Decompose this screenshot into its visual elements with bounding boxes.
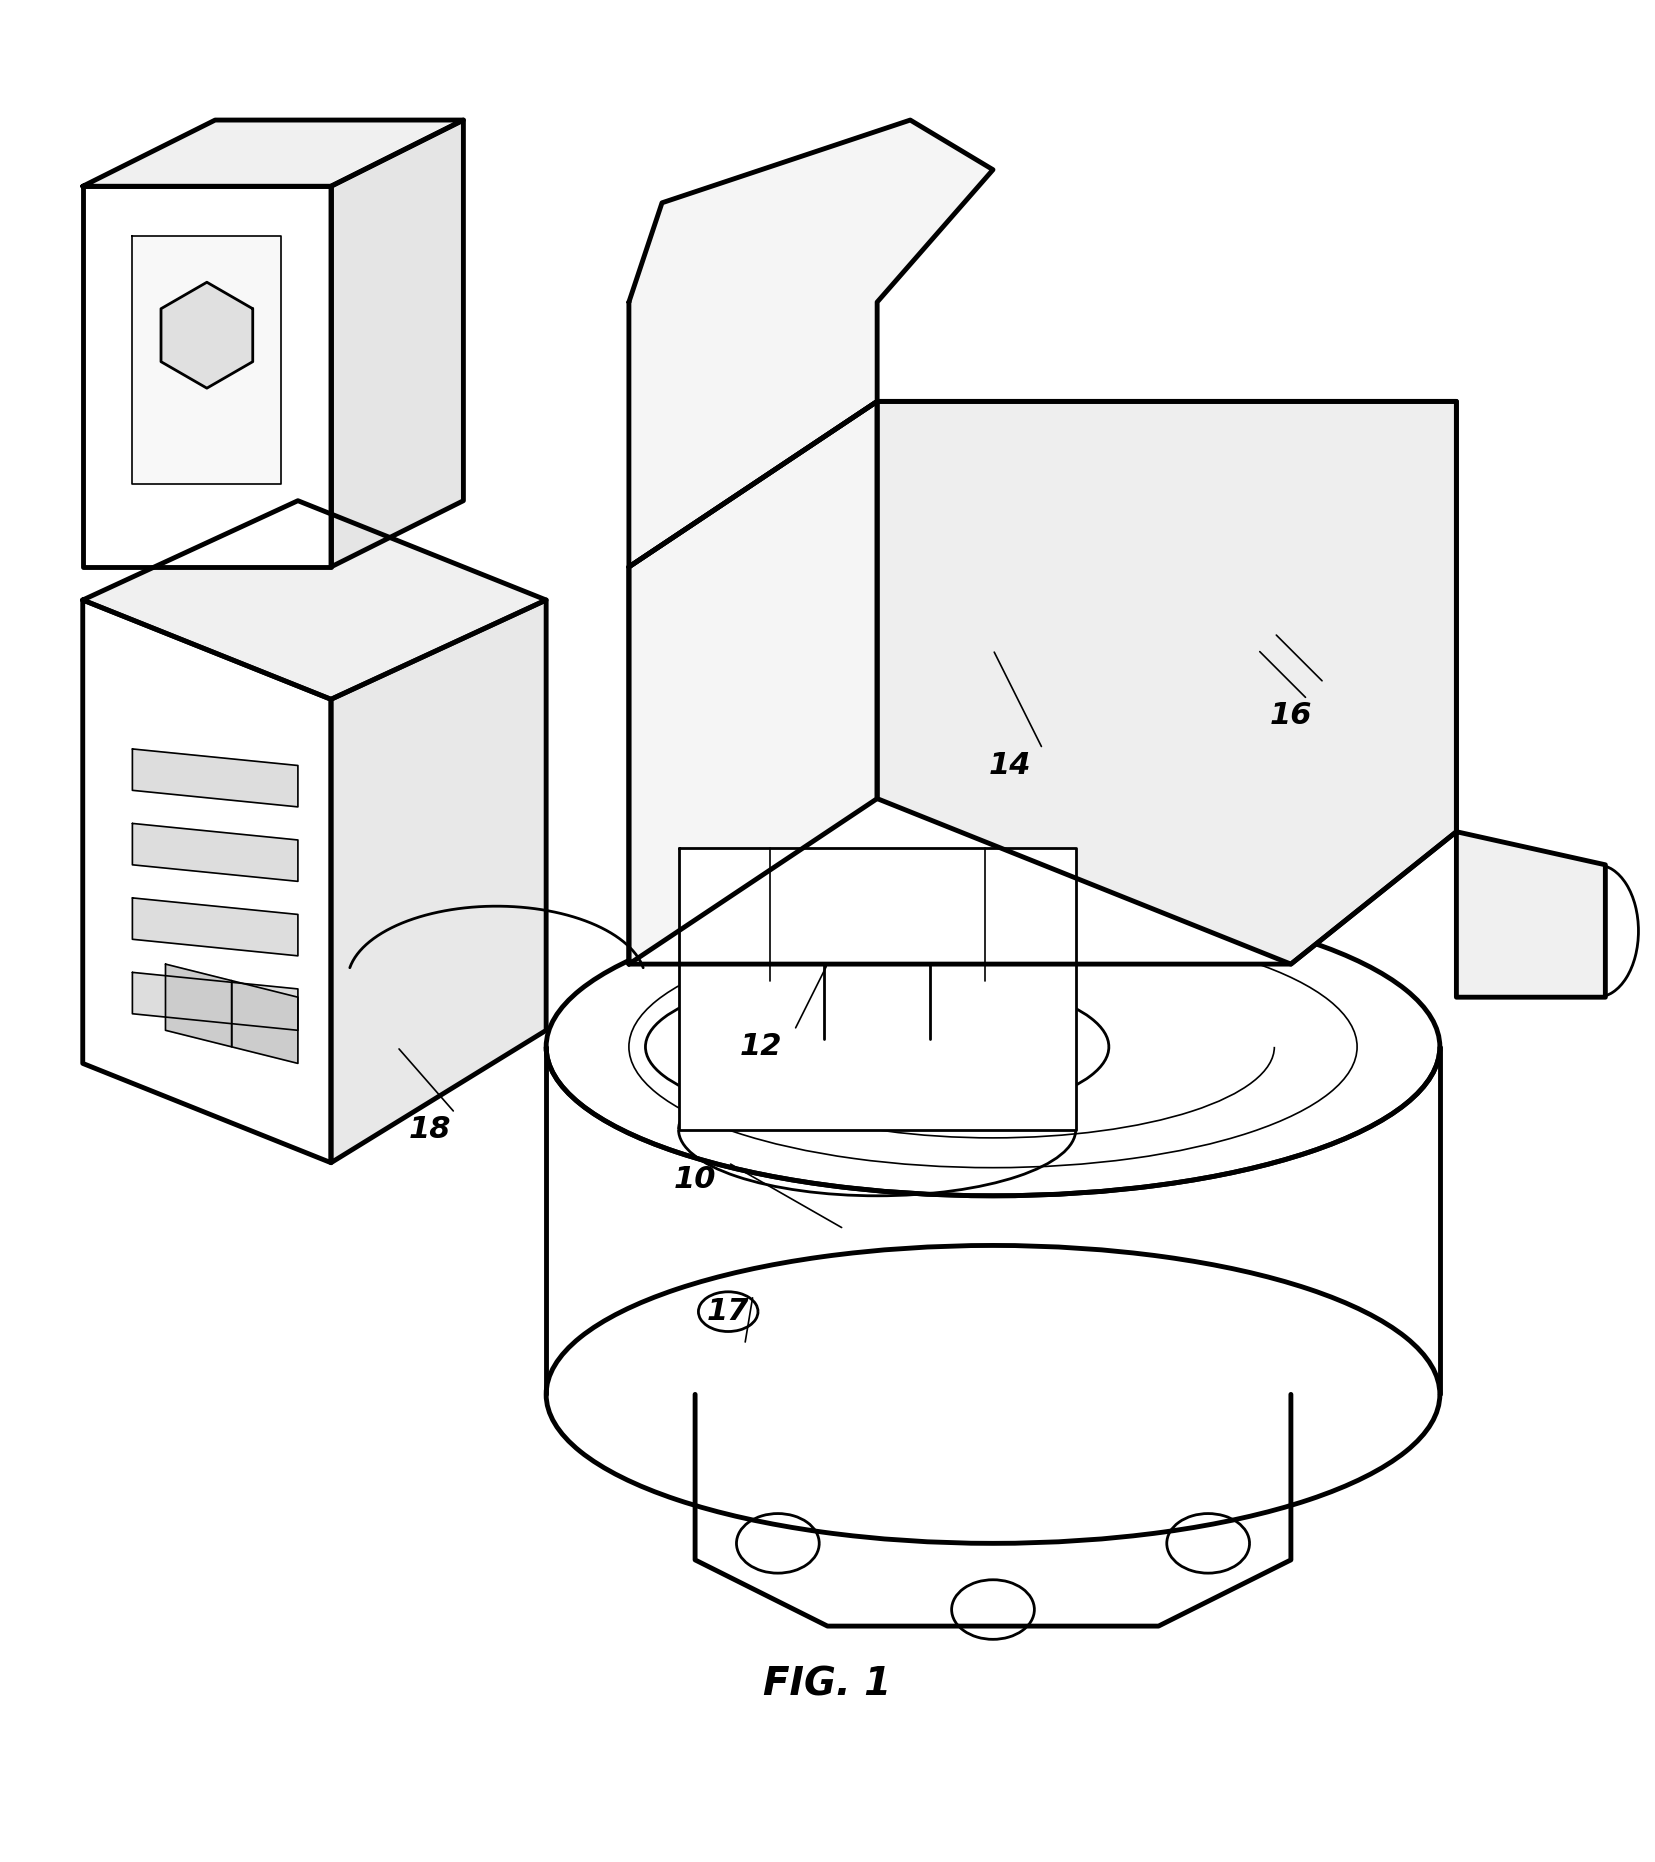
Polygon shape (232, 981, 298, 1063)
Polygon shape (132, 749, 298, 806)
Text: FIG. 1: FIG. 1 (763, 1665, 892, 1704)
Polygon shape (83, 600, 331, 1162)
Polygon shape (132, 972, 298, 1030)
Polygon shape (161, 283, 253, 387)
Polygon shape (629, 402, 877, 965)
Text: 16: 16 (1269, 702, 1312, 730)
Text: 10: 10 (674, 1166, 717, 1194)
Polygon shape (83, 119, 463, 186)
Polygon shape (331, 600, 546, 1162)
Polygon shape (132, 236, 281, 484)
Polygon shape (679, 849, 1076, 1130)
Polygon shape (83, 501, 546, 700)
Text: 12: 12 (740, 1032, 783, 1061)
Polygon shape (877, 402, 1456, 965)
Polygon shape (132, 823, 298, 881)
Polygon shape (83, 186, 331, 566)
Polygon shape (629, 119, 993, 566)
Polygon shape (331, 119, 463, 566)
Polygon shape (629, 402, 1456, 965)
Polygon shape (132, 897, 298, 955)
Text: 14: 14 (988, 750, 1031, 780)
Polygon shape (1456, 832, 1605, 998)
Text: 18: 18 (409, 1115, 452, 1143)
Text: 17: 17 (707, 1298, 750, 1326)
Polygon shape (166, 965, 232, 1046)
